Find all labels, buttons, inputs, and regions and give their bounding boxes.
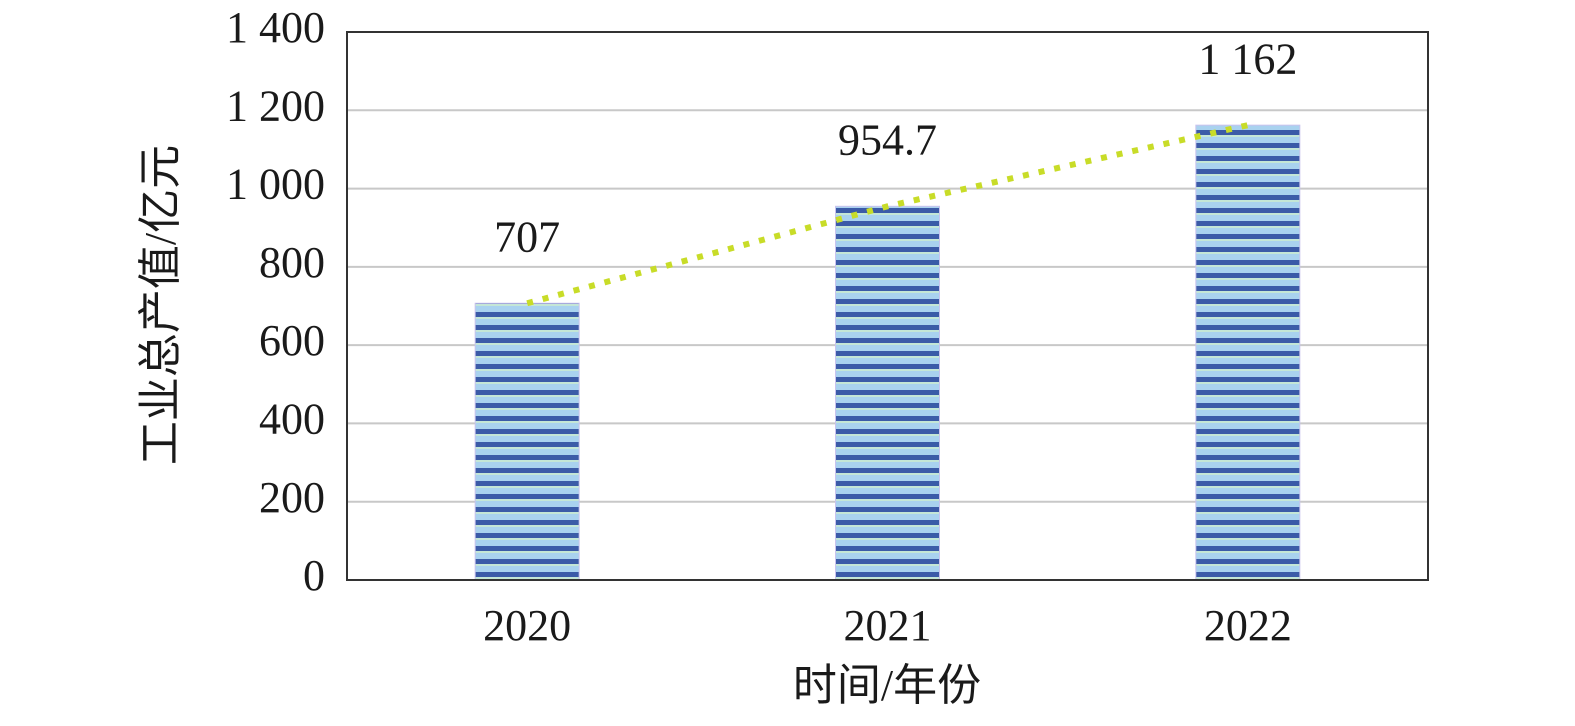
y-tick-label: 1 400 [226,3,325,52]
trend-line [526,122,1249,307]
y-tick-label: 600 [259,316,325,365]
marks [474,124,1301,581]
x-tick-label: 2022 [1204,601,1292,650]
y-tick-label: 800 [259,238,325,287]
x-axis-label: 时间/年份 [793,661,981,710]
x-tick-label: 2021 [844,601,932,650]
y-axis-label: 工业总产值/亿元 [136,145,185,465]
data-label: 954.7 [838,115,937,164]
bar [835,205,940,581]
x-tick-label: 2020 [483,601,571,650]
y-tick-label: 200 [259,473,325,522]
data-label: 707 [494,212,560,261]
y-tick-label: 1 200 [226,81,325,130]
y-tick-label: 400 [259,395,325,444]
bar [474,302,580,581]
y-tick-label: 0 [303,551,325,600]
plot-frame [346,31,1429,581]
data-label: 1 162 [1198,34,1297,83]
bar [1195,124,1301,581]
y-tick-label: 1 000 [226,160,325,209]
